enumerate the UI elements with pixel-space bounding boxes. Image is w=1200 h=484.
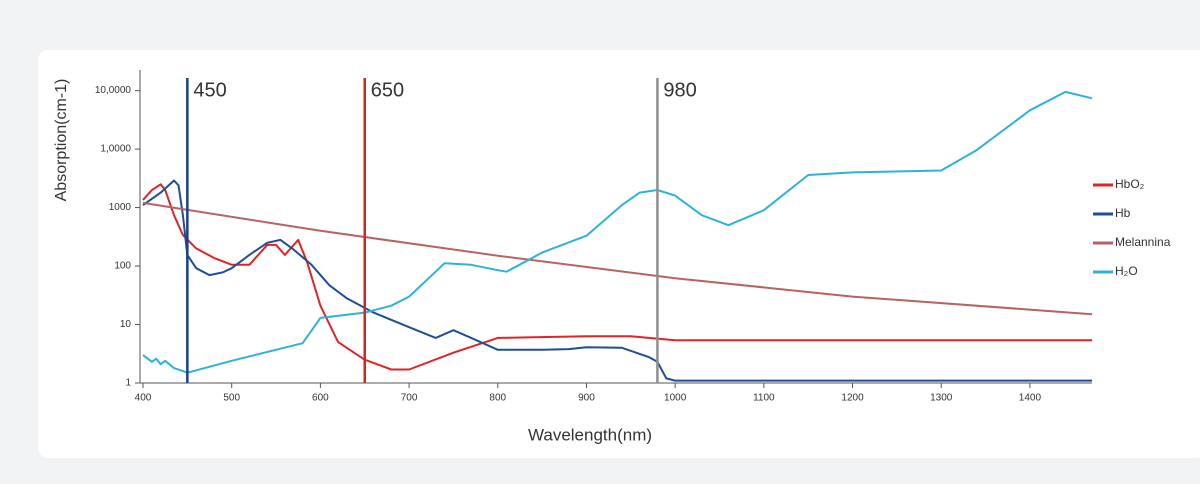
x-tick-label: 500 [223, 393, 240, 404]
legend-label: Melannina [1115, 235, 1171, 249]
y-axis-label: Absorption(cm-1) [53, 79, 70, 202]
legend-label: HbO₂ [1115, 177, 1145, 191]
series-line [142, 183, 1092, 371]
x-tick-label: 1300 [930, 393, 953, 404]
series-line [142, 90, 1093, 374]
marker-label: 650 [371, 79, 404, 101]
y-tick-label: 10,0000 [95, 85, 132, 96]
x-tick-label: 1100 [753, 393, 775, 404]
marker-label: 980 [663, 79, 696, 101]
card [38, 50, 1200, 458]
y-tick-label: 1,0000 [100, 144, 131, 155]
x-tick-label: 700 [401, 393, 418, 404]
series-line [142, 179, 1092, 382]
x-tick-label: 800 [489, 393, 506, 404]
x-tick-label: 400 [135, 393, 152, 404]
x-tick-label: 900 [578, 393, 595, 404]
x-tick-label: 1000 [664, 393, 687, 404]
y-tick-label: 100 [114, 261, 131, 272]
x-tick-label: 1400 [1019, 393, 1042, 404]
y-tick-label: 10 [120, 319, 132, 330]
x-axis-label: Wavelength(nm) [528, 425, 652, 444]
x-tick-label: 1200 [841, 393, 864, 404]
y-tick-label: 1 [125, 378, 131, 389]
x-tick-label: 600 [312, 393, 329, 404]
series-line [142, 201, 1093, 316]
marker-label: 450 [193, 79, 226, 101]
y-tick-label: 1000 [109, 202, 132, 213]
legend-label: H₂O [1115, 264, 1138, 278]
legend-label: Hb [1115, 206, 1131, 220]
